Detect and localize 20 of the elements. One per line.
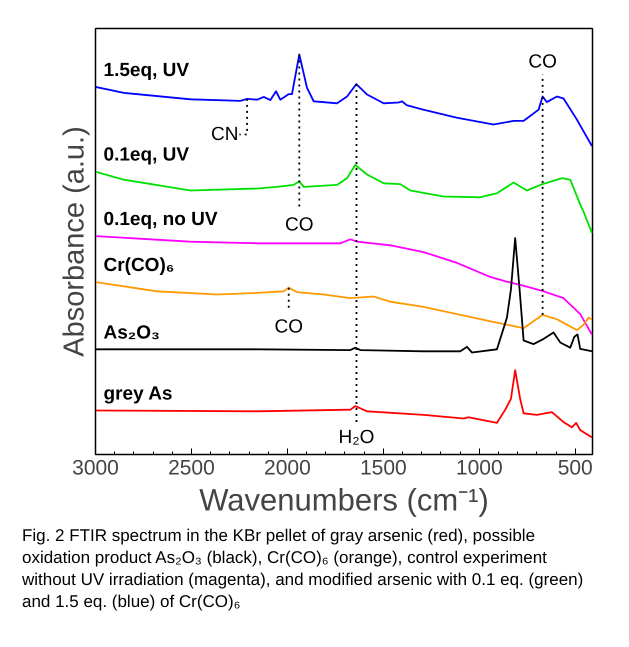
series-label: 0.1eq, no UV [104,209,218,230]
annotation: CO [274,316,303,338]
x-tick-label: 2500 [168,456,215,480]
x-tick-label: 2000 [264,456,311,480]
series-label: grey As [104,384,172,404]
caption: Fig. 2 FTIR spectrum in the KBr pellet of gray arsenic (red), possible oxidation product As₂O₃ (black), Cr(CO)₆ (orange), control experiment without UV irradiation (magenta), and modified arsenic with 0.1 eq. (green) and 1.5 eq. (blue) of Cr(CO)₆ [22,525,584,614]
series-label: As₂O₃ [104,322,160,344]
series-label: 0.1eq, UV [104,144,190,166]
y-axis-title: Absorbance (a.u.) [58,126,90,357]
x-tick-label: 500 [558,456,593,480]
annotation: CN [211,124,238,145]
x-tick-label: 1500 [360,456,407,480]
x-axis-title: Wavenumbers (cm⁻¹) [199,482,489,518]
x-tick-label: 3000 [72,456,119,480]
series-label: Cr(CO)₆ [104,255,174,276]
series-label: 1.5eq, UV [104,60,190,81]
ref-line-label: H₂O [338,426,374,448]
x-tick-label: 1000 [456,456,503,480]
annotation: CO [528,52,557,72]
annotation: CO [285,214,314,236]
